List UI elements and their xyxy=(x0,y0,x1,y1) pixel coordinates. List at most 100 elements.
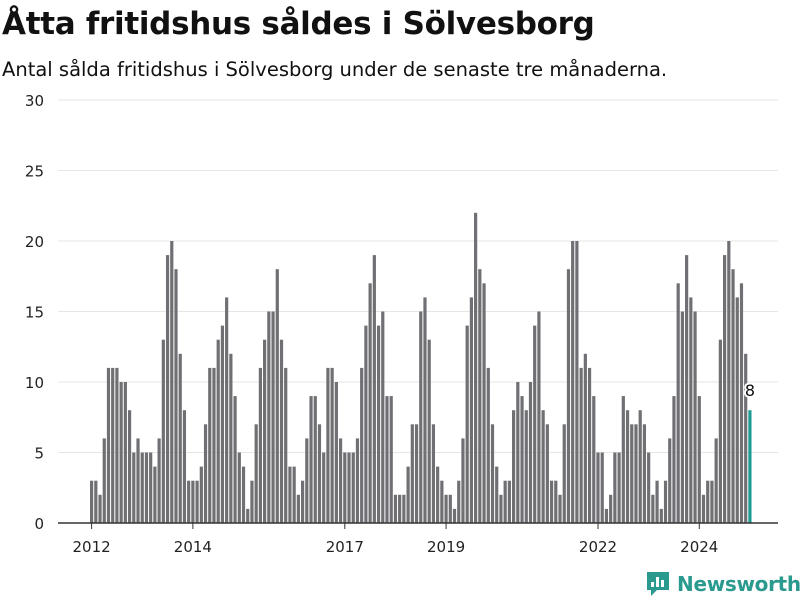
bar xyxy=(288,466,292,523)
bar xyxy=(216,339,220,523)
bar xyxy=(398,494,402,523)
bar xyxy=(267,311,271,523)
bar xyxy=(343,452,347,523)
bar xyxy=(402,494,406,523)
bar xyxy=(284,367,288,523)
bar xyxy=(111,367,115,523)
bar xyxy=(195,480,199,523)
bar xyxy=(701,494,706,523)
bar xyxy=(233,396,237,523)
bar xyxy=(393,494,398,523)
bar xyxy=(182,410,187,523)
bar xyxy=(208,367,212,523)
bar xyxy=(436,466,440,523)
bar xyxy=(676,283,680,523)
bar xyxy=(621,396,625,523)
bar xyxy=(579,367,583,523)
bar xyxy=(554,480,558,523)
bar xyxy=(723,255,727,523)
chart-title: Åtta fritidshus såldes i Sölvesborg xyxy=(2,6,595,42)
bar xyxy=(431,424,436,523)
bar xyxy=(351,452,355,523)
bar xyxy=(123,382,127,523)
bar xyxy=(440,480,444,523)
bar xyxy=(490,424,495,523)
highlight-value-label: 8 xyxy=(745,381,755,400)
bar xyxy=(119,382,123,523)
bar xyxy=(689,297,693,523)
bar xyxy=(566,269,571,523)
bar xyxy=(149,452,153,523)
bar xyxy=(322,452,326,523)
bar xyxy=(457,480,461,523)
bar xyxy=(663,480,668,523)
bar xyxy=(410,424,414,523)
bar xyxy=(347,452,351,523)
bar xyxy=(309,396,313,523)
data-labels: 8 xyxy=(743,379,757,402)
bar xyxy=(115,367,119,523)
x-tick-label: 2022 xyxy=(579,538,617,556)
bar xyxy=(672,396,676,523)
bar xyxy=(102,438,106,523)
bar xyxy=(647,452,651,523)
bar xyxy=(275,269,279,523)
bar xyxy=(414,424,419,523)
bar xyxy=(714,438,718,523)
bar xyxy=(330,367,334,523)
bar xyxy=(144,452,149,523)
x-tick-label: 2012 xyxy=(73,538,111,556)
bar xyxy=(503,480,507,523)
axes: 0 5 10 15 20 25 30 2012 2014 2017 2019 2022 2024 xyxy=(25,92,778,556)
bar xyxy=(541,410,545,523)
bar xyxy=(153,466,157,523)
bar xyxy=(250,480,254,523)
bar xyxy=(735,297,739,523)
bar xyxy=(680,311,684,523)
chart-bubble-icon xyxy=(647,572,669,596)
y-tick-label: 15 xyxy=(25,304,44,322)
bar xyxy=(427,339,431,523)
bar xyxy=(161,339,165,523)
bar xyxy=(241,466,246,523)
y-tick-label: 10 xyxy=(25,374,44,392)
bar xyxy=(258,367,262,523)
bar xyxy=(165,255,170,523)
bar xyxy=(296,494,300,523)
bar xyxy=(685,255,689,523)
bar xyxy=(613,452,617,523)
bar xyxy=(385,396,389,523)
bar xyxy=(461,438,465,523)
bar xyxy=(507,480,511,523)
bar xyxy=(465,325,469,523)
bar xyxy=(710,480,714,523)
x-tick-label: 2019 xyxy=(427,538,465,556)
bar xyxy=(136,438,140,523)
bar xyxy=(279,339,284,523)
bar xyxy=(212,367,216,523)
bar xyxy=(512,410,516,523)
y-tick-label: 30 xyxy=(25,92,44,110)
bar xyxy=(562,424,566,523)
bar xyxy=(571,241,575,523)
bar xyxy=(642,424,647,523)
bar xyxy=(744,353,748,523)
y-tick-label: 20 xyxy=(25,233,44,251)
bar xyxy=(140,452,144,523)
bar xyxy=(98,494,102,523)
bar xyxy=(731,269,735,523)
bar xyxy=(254,424,258,523)
bar xyxy=(225,297,229,523)
bar xyxy=(271,311,275,523)
bar xyxy=(406,466,410,523)
bar xyxy=(596,452,600,523)
bar xyxy=(474,212,478,524)
bar xyxy=(727,241,731,523)
bar xyxy=(170,241,174,523)
bar xyxy=(90,480,94,523)
bar xyxy=(326,367,330,523)
bar xyxy=(659,508,663,523)
bar xyxy=(246,508,250,523)
bar xyxy=(617,452,621,523)
highlight-bar xyxy=(748,410,752,523)
